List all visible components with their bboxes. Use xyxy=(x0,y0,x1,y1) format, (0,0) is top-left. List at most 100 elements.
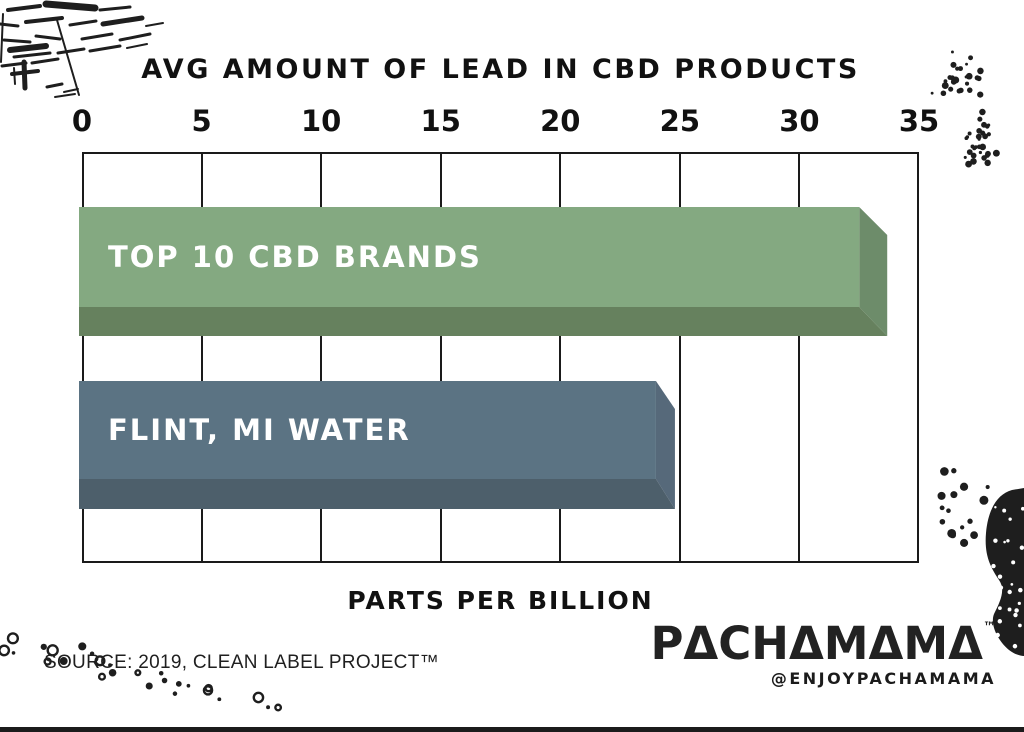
ink-dot xyxy=(959,525,965,530)
ink-dot xyxy=(979,495,989,505)
blob-speckle xyxy=(1003,540,1006,544)
scribble-stroke xyxy=(63,88,79,93)
scribble-stroke xyxy=(56,19,80,96)
bar-0 xyxy=(79,207,888,336)
x-tick-10: 10 xyxy=(300,104,342,138)
ink-dot xyxy=(951,50,954,54)
blob-speckle xyxy=(1008,517,1012,521)
blob-speckle xyxy=(1010,583,1014,586)
scribble-stroke xyxy=(126,43,148,49)
dot-doodle xyxy=(186,683,191,688)
scribble-stroke xyxy=(54,93,76,98)
scribble-stroke xyxy=(24,16,64,24)
ink-dot xyxy=(992,149,1000,157)
blob-speckle xyxy=(1017,601,1021,606)
gridline-25 xyxy=(678,154,681,561)
scribble-stroke xyxy=(118,32,152,42)
blob-speckle xyxy=(1006,539,1010,543)
dot-doodle xyxy=(172,691,178,696)
blob-speckle xyxy=(1011,560,1016,565)
ring-doodle xyxy=(274,703,283,712)
ring-doodle xyxy=(94,655,106,667)
ink-dot xyxy=(966,149,973,155)
ink-dot xyxy=(984,124,990,129)
scribble-stroke xyxy=(30,57,60,65)
scribble-stroke xyxy=(13,67,16,85)
blob-speckle xyxy=(1012,643,1018,649)
ink-dot xyxy=(970,144,975,149)
scribble-stroke xyxy=(80,32,114,41)
bar-label-0: TOP 10 CBD BRANDS xyxy=(108,240,482,274)
ink-dot xyxy=(950,491,958,499)
ink-dot xyxy=(952,76,960,84)
dots-doodle-topright xyxy=(930,50,1000,168)
logo-block: PΔCHΔMΔMΔ™ @ENJOYPACHAMAMA xyxy=(650,620,996,688)
ink-dot xyxy=(977,67,984,75)
ink-dot xyxy=(946,508,951,514)
plot-area xyxy=(82,152,919,563)
x-tick-25: 25 xyxy=(659,104,701,138)
ink-dot xyxy=(964,136,969,141)
scribble-stroke xyxy=(45,82,64,89)
blob-speckle xyxy=(998,606,1002,610)
ring-doodle xyxy=(0,644,11,657)
blob-speckle xyxy=(1013,612,1018,618)
ink-dot xyxy=(951,468,957,474)
ink-dot xyxy=(978,150,983,155)
ring-doodle xyxy=(134,669,142,677)
x-tick-5: 5 xyxy=(191,104,212,138)
ink-dot xyxy=(979,108,986,116)
ink-dot xyxy=(977,91,984,98)
dot-doodle xyxy=(266,705,271,710)
x-tick-15: 15 xyxy=(420,104,461,138)
x-tick-20: 20 xyxy=(540,104,581,138)
ink-dot xyxy=(940,467,949,476)
scribble-stroke xyxy=(68,19,98,27)
x-axis-label: PARTS PER BILLION xyxy=(347,586,654,615)
ink-blob-bottom-right xyxy=(985,488,1024,656)
ink-dot xyxy=(970,158,977,165)
bar-label-1: FLINT, MI WATER xyxy=(108,413,411,447)
dot-doodle xyxy=(11,651,16,655)
ink-dot xyxy=(985,150,991,157)
ink-dot xyxy=(984,159,991,167)
blob-speckle xyxy=(1018,623,1022,628)
x-tick-0: 0 xyxy=(71,104,93,138)
blob-speckle xyxy=(1019,545,1024,550)
ink-dot xyxy=(948,86,954,92)
ink-dot xyxy=(966,87,973,93)
source-note: SOURCE: 2019, CLEAN LABEL PROJECT™ xyxy=(44,652,439,673)
ink-dot xyxy=(939,518,946,525)
dot-doodle xyxy=(108,668,117,677)
ink-dot xyxy=(941,82,949,90)
ink-dot xyxy=(937,491,946,500)
scribble-stroke xyxy=(2,38,32,44)
blob-speckle xyxy=(1007,589,1012,595)
dot-doodle xyxy=(108,663,112,667)
blob-speckle xyxy=(1007,607,1012,612)
ink-dot xyxy=(977,144,982,150)
blob-speckle xyxy=(994,505,997,509)
dot-doodle xyxy=(158,670,164,676)
ring-doodle xyxy=(252,691,265,704)
ink-dot xyxy=(958,66,964,72)
ink-dot xyxy=(965,72,973,80)
ink-dot xyxy=(940,90,947,97)
trademark-symbol: ™ xyxy=(983,620,996,635)
ink-dot xyxy=(976,75,982,82)
blob-speckle xyxy=(998,585,1004,590)
ink-dot xyxy=(960,538,969,547)
scribble-stroke xyxy=(88,44,122,53)
gridline-10 xyxy=(320,154,323,561)
blob-speckle xyxy=(1018,587,1023,593)
bottom-edge-strip xyxy=(0,727,1024,732)
ink-dot xyxy=(963,155,967,159)
blob-speckle xyxy=(997,619,1003,624)
ink-dot xyxy=(968,55,974,61)
ink-dot xyxy=(970,531,978,540)
social-handle: @ENJOYPACHAMAMA xyxy=(770,669,996,689)
dots-doodle-right xyxy=(937,467,990,547)
ink-dot xyxy=(982,133,988,140)
scribble-stroke xyxy=(98,5,132,12)
